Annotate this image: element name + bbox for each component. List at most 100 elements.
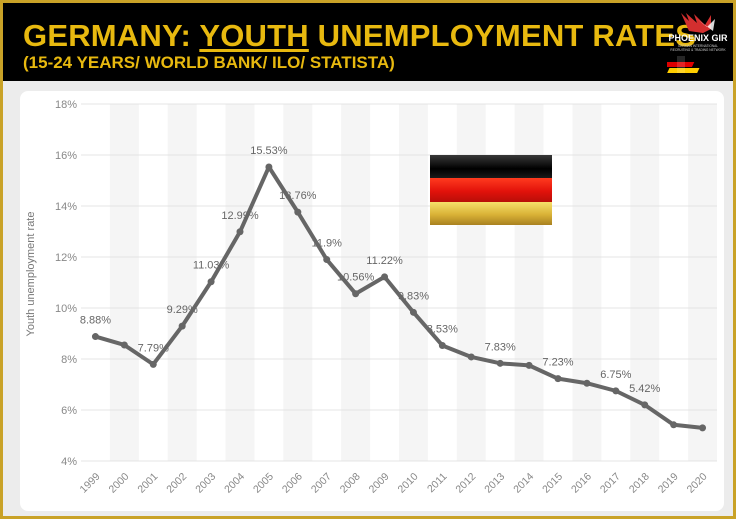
data-point: [467, 353, 475, 361]
data-label: 11.9%: [312, 238, 343, 250]
data-label: 5.42%: [629, 383, 660, 395]
data-point: [381, 273, 389, 281]
data-point: [496, 359, 504, 367]
data-label: 11.03%: [193, 260, 230, 272]
y-tick-label: 18%: [55, 99, 77, 111]
x-tick-label: 2006: [280, 471, 305, 496]
germany-flag-icon: [430, 155, 552, 225]
data-label: 8.53%: [427, 323, 458, 335]
y-tick-label: 12%: [55, 252, 77, 264]
header-banner: GERMANY: YOUTH UNEMPLOYMENT RATES (15-24…: [3, 3, 733, 81]
data-point: [641, 401, 649, 409]
data-point: [265, 163, 273, 171]
x-tick-label: 2007: [309, 471, 334, 496]
x-axis-ticks: 1999 2000 2001 2002 2003 2004 2005 2006 2007 2008…: [78, 471, 710, 496]
x-tick-label: 2019: [656, 471, 681, 496]
y-tick-label: 10%: [55, 303, 77, 315]
data-point: [120, 341, 128, 349]
flag-stripe-gold: [430, 201, 552, 225]
line-chart: 4%6%8%10%12%14%16%18% 1999 2000 2001 2002 20…: [25, 99, 717, 496]
x-tick-label: 2002: [164, 471, 189, 496]
series-line: [93, 164, 705, 430]
chart-bands: [109, 104, 717, 461]
data-point: [554, 375, 562, 383]
chart-gridlines: [81, 103, 717, 462]
data-point: [207, 278, 215, 286]
y-tick-label: 8%: [61, 354, 77, 366]
y-tick-label: 4%: [61, 456, 77, 468]
data-point: [438, 341, 446, 349]
data-point: [236, 228, 244, 236]
flag-stripe-black: [430, 155, 552, 179]
y-axis-ticks: 4% 6% 8% 10% 12% 14% 16% 18%: [55, 99, 77, 468]
data-label: 7.23%: [542, 357, 573, 369]
x-tick-label: 2013: [482, 471, 507, 496]
logo-tagline: GERMAN INTERNATIONAL RECRUITING & TRADIN…: [670, 44, 726, 52]
phoenix-logo-icon: [656, 13, 715, 73]
flag-stripe-red: [430, 178, 552, 202]
title-highlight: YOUTH: [199, 18, 309, 53]
data-point: [612, 387, 620, 395]
x-tick-label: 2018: [627, 471, 652, 496]
data-point: [699, 424, 707, 432]
data-point: [583, 379, 591, 387]
data-point: [670, 421, 678, 429]
data-label: 11.22%: [366, 255, 403, 267]
data-label: 7.79%: [138, 342, 169, 354]
title-suffix: UNEMPLOYMENT RATES: [308, 18, 697, 53]
data-point: [323, 256, 331, 264]
chart-panel: 4% 6% 8% 10% 12% 14% 16% 18% 1999 2000 2001 2002 20…: [20, 91, 724, 511]
y-axis-label: Youth unemployment rate: [25, 212, 37, 337]
data-label: 9.83%: [398, 290, 429, 302]
x-tick-label: 2015: [540, 471, 565, 496]
data-label: 8.88%: [80, 315, 111, 327]
chart-data-labels: 8.88% 7.79% 9.29% 11.03% 12.99% 15.53% 13.76% 1…: [80, 145, 661, 395]
x-tick-label: 2003: [193, 471, 218, 496]
y-tick-label: 14%: [55, 201, 77, 213]
data-point: [294, 208, 302, 216]
phoenix-logo: PHOENIX GIR GERMAN INTERNATIONAL RECRUIT…: [656, 9, 729, 77]
data-point: [409, 308, 417, 316]
x-tick-label: 1999: [78, 471, 103, 496]
data-point: [149, 360, 157, 368]
title-prefix: GERMANY:: [23, 18, 200, 53]
x-tick-label: 2017: [598, 471, 623, 496]
page-subtitle: (15-24 YEARS/ WORLD BANK/ ILO/ STATISTA): [23, 53, 395, 72]
x-tick-label: 2011: [425, 471, 450, 496]
chart-band: [399, 104, 428, 461]
data-label: 13.76%: [279, 190, 317, 202]
page-title: GERMANY: YOUTH UNEMPLOYMENT RATES: [23, 19, 696, 53]
data-point: [352, 290, 360, 298]
chart-band: [572, 104, 602, 461]
x-tick-label: 2010: [396, 471, 421, 496]
x-tick-label: 2001: [135, 471, 160, 496]
x-tick-label: 2004: [222, 471, 247, 496]
x-tick-label: 2000: [106, 471, 131, 496]
x-tick-label: 2012: [453, 471, 478, 496]
x-tick-label: 2014: [511, 471, 536, 496]
data-label: 15.53%: [250, 145, 288, 157]
data-label: 12.99%: [221, 210, 259, 222]
x-tick-label: 2016: [569, 471, 594, 496]
y-tick-label: 6%: [61, 405, 77, 417]
chart-band: [109, 104, 139, 461]
chart-band: [225, 104, 255, 461]
x-tick-label: 2005: [251, 471, 276, 496]
x-tick-label: 2008: [338, 471, 363, 496]
data-point: [178, 322, 186, 330]
data-point: [91, 333, 99, 341]
x-tick-label: 2020: [685, 471, 710, 496]
data-label: 9.29%: [167, 304, 198, 316]
chart-band: [167, 104, 197, 461]
data-label: 10.56%: [337, 272, 375, 284]
chart-band: [283, 104, 313, 461]
data-label: 6.75%: [600, 369, 631, 381]
x-tick-label: 2009: [367, 471, 392, 496]
y-tick-label: 16%: [55, 150, 77, 162]
data-label: 7.83%: [485, 341, 516, 353]
chart-series: [91, 163, 707, 432]
logo-name: PHOENIX GIR: [668, 33, 728, 43]
chart-band: [688, 104, 717, 461]
data-point: [525, 361, 533, 369]
